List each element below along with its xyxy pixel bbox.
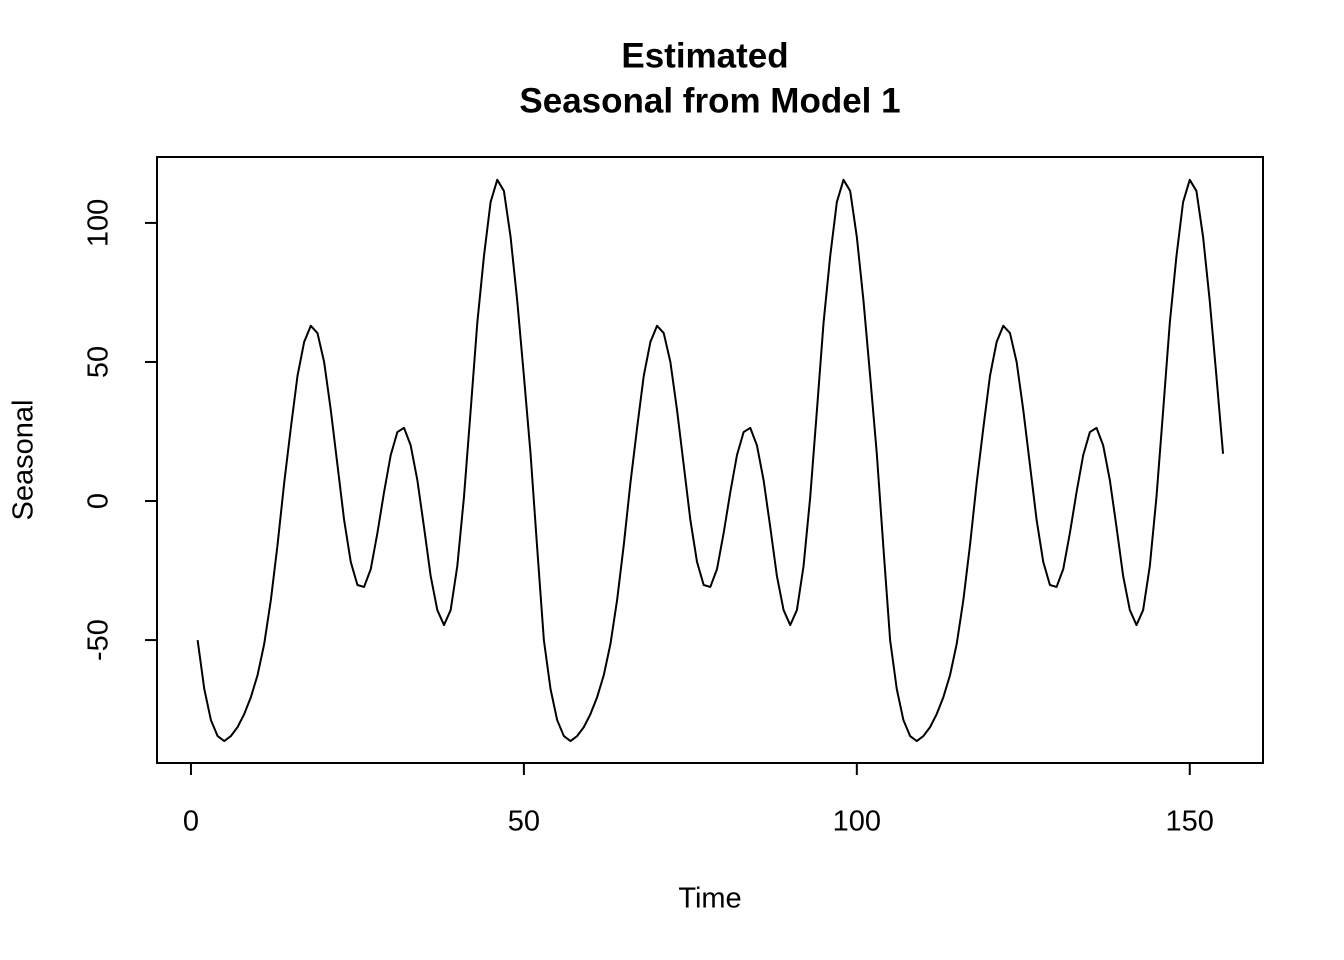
chart-title: Seasonal from Model 1 — [519, 81, 900, 120]
x-axis-label: Time — [678, 883, 741, 915]
x-tick-label: 50 — [508, 806, 540, 838]
data-line — [196, 178, 1225, 743]
x-tick-label: 100 — [833, 806, 881, 838]
y-tick-label: 100 — [83, 199, 115, 247]
y-tick-label: 0 — [83, 493, 115, 509]
y-tick-label: -50 — [83, 619, 115, 661]
x-tick-label: 150 — [1166, 806, 1214, 838]
y-tick-label: 50 — [83, 346, 115, 378]
x-tick-label: 0 — [183, 806, 199, 838]
y-axis-label: Seasonal — [8, 400, 40, 521]
chart-title: Estimated — [621, 36, 788, 75]
